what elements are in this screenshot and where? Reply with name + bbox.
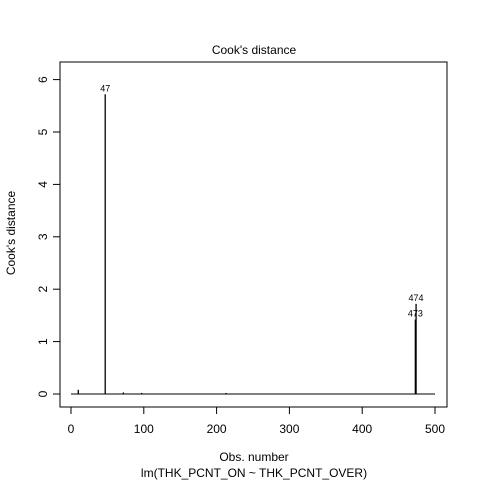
x-tick-label-400: 400 — [352, 422, 372, 436]
y-axis-label: Cook's distance — [4, 191, 18, 276]
x-tick-label-200: 200 — [207, 422, 227, 436]
x-axis: 0 100 200 300 400 500 — [68, 406, 445, 436]
y-tick-label-1: 1 — [36, 338, 50, 345]
point-label-473: 473 — [408, 309, 423, 319]
chart-subtitle: lm(THK_PCNT_ON ~ THK_PCNT_OVER) — [141, 466, 367, 480]
x-axis-label: Obs. number — [219, 450, 288, 464]
y-tick-label-6: 6 — [36, 76, 50, 83]
chart-title: Cook's distance — [212, 43, 297, 57]
x-tick-label-100: 100 — [134, 422, 154, 436]
y-tick-label-0: 0 — [36, 390, 50, 397]
x-tick-label-300: 300 — [279, 422, 299, 436]
y-tick-label-5: 5 — [36, 128, 50, 135]
point-label-474: 474 — [409, 293, 424, 303]
y-tick-label-2: 2 — [36, 286, 50, 293]
y-tick-label-3: 3 — [36, 233, 50, 240]
data-layer: 47 473 474 — [71, 83, 435, 395]
y-axis: 0 1 2 3 4 5 6 — [36, 76, 61, 397]
x-tick-label-500: 500 — [425, 422, 445, 436]
point-label-47: 47 — [100, 83, 110, 93]
x-tick-label-0: 0 — [68, 422, 75, 436]
y-tick-label-4: 4 — [36, 181, 50, 188]
